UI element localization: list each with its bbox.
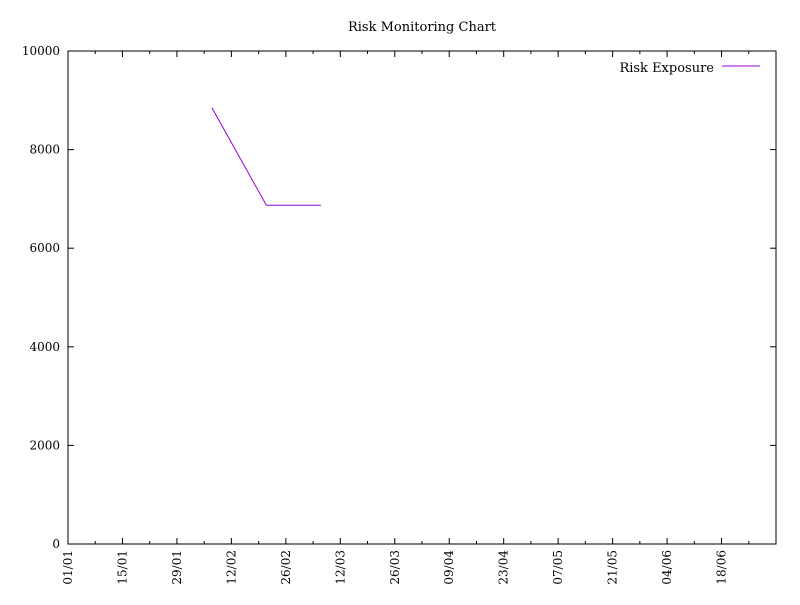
x-tick-label: 01/01 — [61, 550, 75, 585]
y-tick-label: 4000 — [29, 340, 60, 354]
legend: Risk Exposure — [619, 61, 760, 76]
x-tick-label: 21/05 — [606, 550, 620, 585]
y-tick-label: 0 — [52, 537, 60, 551]
x-tick-label: 04/06 — [660, 550, 674, 585]
x-tick-label: 15/01 — [115, 550, 129, 585]
x-tick-label: 26/02 — [279, 550, 293, 585]
x-tick-label: 29/01 — [170, 550, 184, 585]
y-tick-label: 2000 — [29, 438, 60, 452]
x-tick-label: 12/02 — [224, 550, 238, 585]
legend-label: Risk Exposure — [619, 61, 714, 76]
plot-area-border — [67, 50, 777, 545]
x-tick-label: 26/03 — [388, 550, 402, 585]
y-tick-label: 8000 — [29, 143, 60, 157]
x-tick-label: 12/03 — [333, 550, 347, 585]
x-tick-label: 07/05 — [551, 550, 565, 585]
x-tick-label: 23/04 — [497, 550, 511, 585]
x-tick-label: 09/04 — [442, 550, 456, 585]
x-tick-label: 18/06 — [715, 550, 729, 585]
y-axis: 0 2000 4000 6000 8000 10000 — [22, 44, 776, 551]
series-line-risk-exposure — [211, 107, 321, 206]
y-tick-label: 6000 — [29, 241, 60, 255]
chart-title: Risk Monitoring Chart — [348, 20, 497, 35]
y-tick-label: 10000 — [22, 44, 60, 58]
x-axis: 01/01 15/01 29/01 12/02 26/02 12/03 26/03 09/04… — [61, 51, 750, 585]
series-layer — [211, 107, 321, 206]
